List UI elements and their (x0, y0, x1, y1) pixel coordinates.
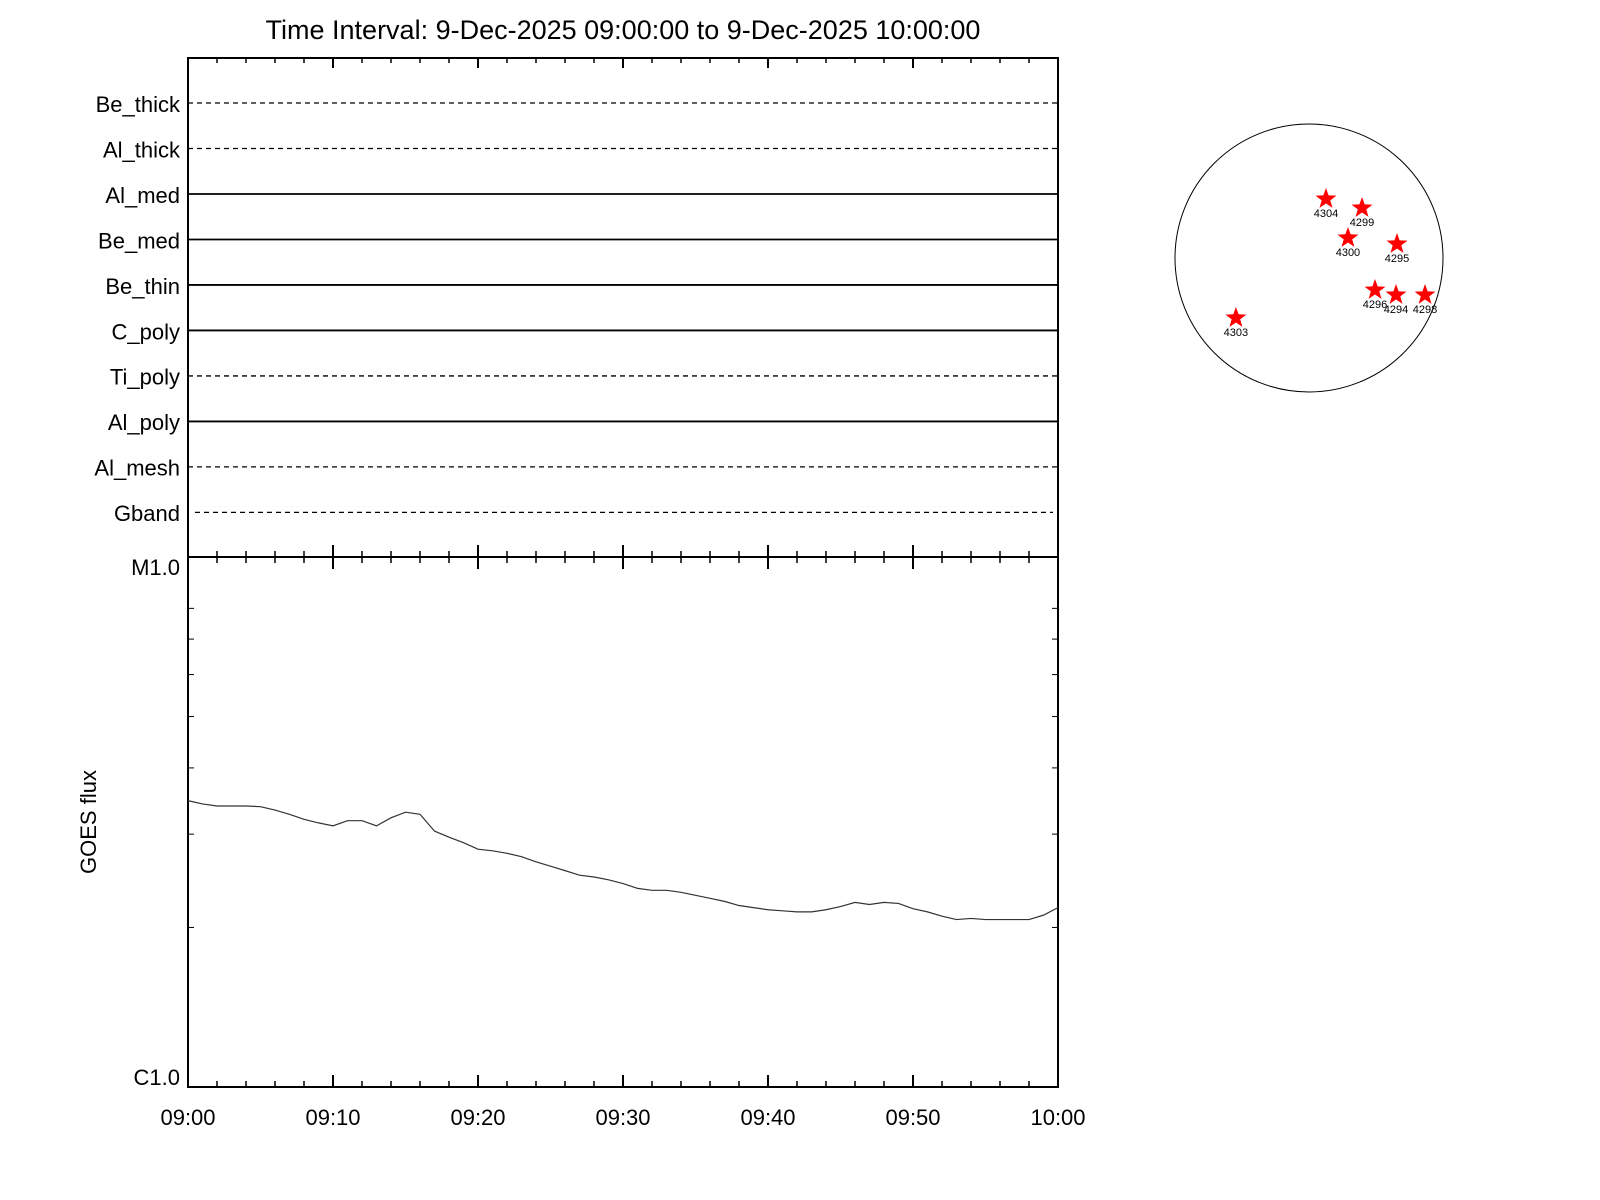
filter-label: Al_med (105, 183, 180, 208)
x-tick-label: 09:10 (305, 1105, 360, 1130)
chart-title: Time Interval: 9-Dec-2025 09:00:00 to 9-… (266, 15, 981, 45)
region-label: 4298 (1413, 304, 1437, 316)
filter-label: Al_thick (103, 137, 181, 162)
region-label: 4299 (1350, 217, 1374, 229)
active-region (1315, 188, 1337, 208)
goes-line (187, 800, 1059, 921)
filter-label: Gband (114, 501, 180, 526)
region-label: 4294 (1384, 304, 1408, 316)
active-region (1364, 279, 1386, 299)
active-region (1351, 197, 1373, 217)
region-label: 4300 (1336, 247, 1360, 259)
x-tick-label: 09:00 (160, 1105, 215, 1130)
filter-label: C_poly (112, 319, 180, 344)
filter-label: Al_poly (108, 410, 180, 435)
active-region (1386, 233, 1408, 253)
active-region (1385, 284, 1407, 304)
y-tick-label: C1.0 (134, 1065, 180, 1090)
active-region (1337, 227, 1359, 247)
filter-label: Ti_poly (110, 365, 180, 390)
x-tick-label: 09:50 (885, 1105, 940, 1130)
y-axis-label: GOES flux (76, 770, 101, 874)
x-tick-label: 09:20 (450, 1105, 505, 1130)
x-tick-label: 09:40 (740, 1105, 795, 1130)
filter-label: Be_thick (96, 92, 181, 117)
region-label: 4295 (1385, 253, 1409, 265)
region-label: 4303 (1224, 327, 1248, 339)
region-label: 4296 (1363, 299, 1387, 311)
x-tick-label: 09:30 (595, 1105, 650, 1130)
region-label: 4304 (1314, 208, 1338, 220)
filter-label: Be_med (98, 228, 180, 253)
filter-label: Al_mesh (94, 456, 180, 481)
active-region (1225, 307, 1247, 327)
y-tick-label: M1.0 (131, 555, 180, 580)
x-tick-label: 10:00 (1030, 1105, 1085, 1130)
solar-disk (1174, 123, 1444, 393)
active-region (1414, 284, 1436, 304)
filter-label: Be_thin (105, 274, 180, 299)
